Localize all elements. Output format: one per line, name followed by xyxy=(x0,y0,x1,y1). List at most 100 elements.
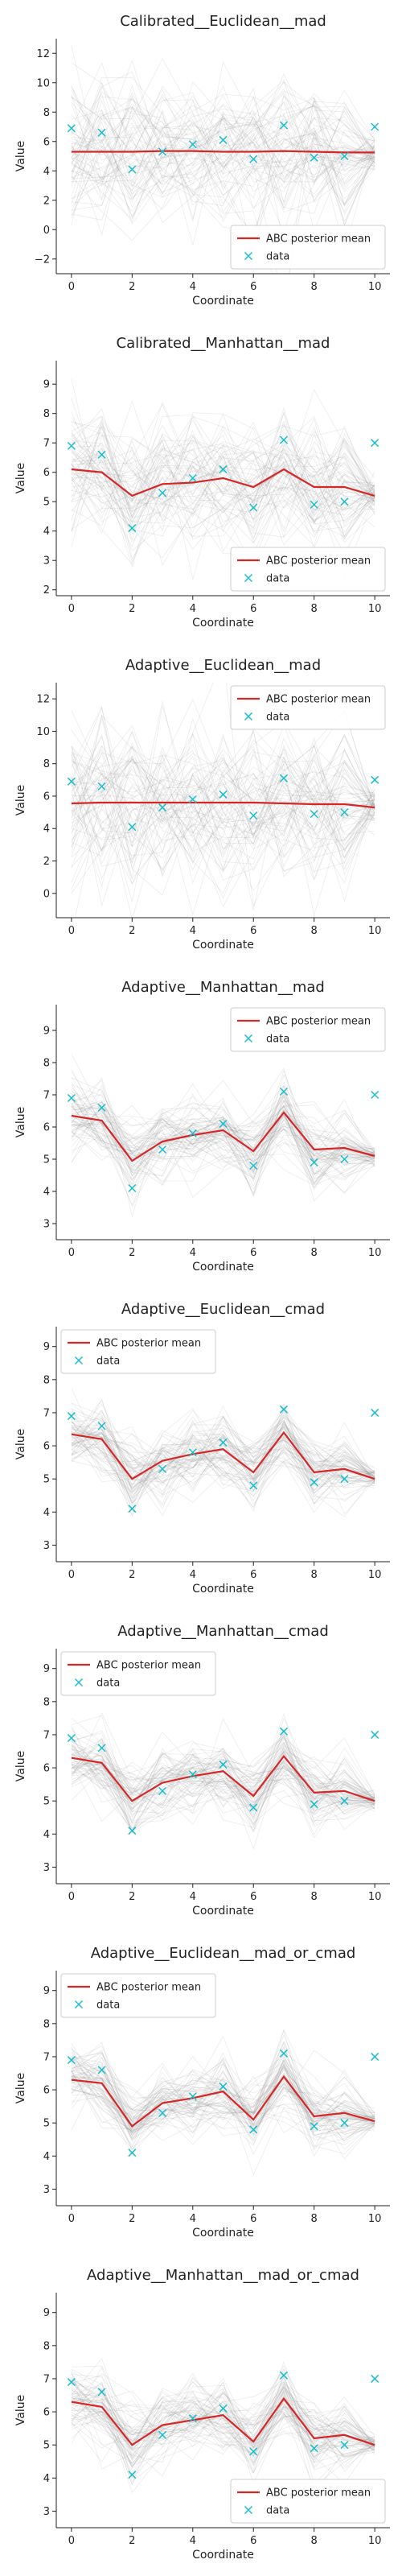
data-point-marker xyxy=(188,1129,197,1138)
simulation-trace xyxy=(71,1426,375,1495)
simulation-trace xyxy=(71,1402,375,1501)
data-point-marker xyxy=(219,1438,228,1447)
simulation-trace xyxy=(71,2059,375,2150)
simulation-trace xyxy=(71,2381,375,2468)
simulation-trace xyxy=(71,1757,375,1797)
data-point-marker xyxy=(97,1103,106,1113)
simulation-trace xyxy=(71,749,375,825)
y-tick-label: 9 xyxy=(43,1985,50,1997)
simulation-trace xyxy=(71,729,375,902)
data-point-marker xyxy=(310,1158,318,1167)
x-tick-label: 4 xyxy=(190,1891,196,1903)
simulation-trace xyxy=(71,2050,375,2155)
simulation-trace xyxy=(71,444,375,535)
x-tick-label: 0 xyxy=(68,1247,75,1259)
legend-swatch-data xyxy=(74,1678,84,1687)
simulation-traces xyxy=(71,2357,375,2496)
posterior-mean-line xyxy=(71,1754,375,1802)
x-tick-label: 6 xyxy=(250,2535,256,2547)
simulation-trace xyxy=(71,118,375,208)
chart-title: Calibrated__Manhattan__mad xyxy=(117,335,330,352)
y-tick-label: 0 xyxy=(43,888,50,900)
simulation-trace xyxy=(71,759,375,886)
data-point-marker xyxy=(158,1464,167,1473)
simulation-trace xyxy=(71,709,375,865)
simulation-trace xyxy=(71,2382,375,2448)
simulation-trace xyxy=(71,1742,375,1822)
legend-label-mean: ABC posterior mean xyxy=(266,233,371,246)
simulation-trace xyxy=(71,439,375,524)
simulation-trace xyxy=(71,705,375,878)
data-point-marker xyxy=(340,1797,349,1806)
simulation-trace xyxy=(71,2386,375,2484)
x-tick-label: 4 xyxy=(190,281,196,293)
simulation-trace xyxy=(71,1117,375,1152)
simulation-trace xyxy=(71,735,375,885)
simulation-trace xyxy=(71,1737,375,1827)
simulation-trace xyxy=(71,419,375,577)
legend-swatch-data xyxy=(74,1356,84,1365)
simulation-trace xyxy=(71,1090,375,1164)
data-point-marker xyxy=(158,1145,167,1154)
simulation-trace xyxy=(71,1113,375,1181)
simulation-trace xyxy=(71,774,375,890)
simulation-trace xyxy=(71,1080,375,1218)
y-tick-label: 6 xyxy=(43,1441,50,1453)
simulation-trace xyxy=(71,109,375,200)
data-point-marker xyxy=(249,811,258,820)
simulation-trace xyxy=(71,753,375,885)
simulation-trace xyxy=(71,2058,375,2147)
simulation-trace xyxy=(71,88,375,225)
data-point-marker xyxy=(340,1475,349,1484)
data-point-marker xyxy=(279,1727,288,1736)
simulation-trace xyxy=(71,1107,375,1197)
simulation-trace xyxy=(71,2364,375,2450)
simulation-trace xyxy=(71,1761,375,1804)
simulation-trace xyxy=(71,1410,375,1496)
simulation-trace xyxy=(71,2072,375,2143)
simulation-trace xyxy=(71,81,375,237)
x-tick-label: 8 xyxy=(311,1891,318,1903)
data-point-marker xyxy=(310,1478,318,1487)
simulation-trace xyxy=(71,683,375,907)
simulation-trace xyxy=(71,98,375,205)
simulation-trace xyxy=(71,2076,375,2133)
x-tick-label: 2 xyxy=(129,1891,135,1903)
x-tick-label: 4 xyxy=(190,1247,196,1259)
simulation-trace xyxy=(71,1090,375,1180)
simulation-trace xyxy=(71,753,375,857)
y-tick-label: 12 xyxy=(36,48,50,60)
simulation-trace xyxy=(71,1718,375,1814)
simulation-trace xyxy=(71,2056,375,2130)
simulation-trace xyxy=(71,450,375,537)
simulation-trace xyxy=(71,1117,375,1183)
simulation-trace xyxy=(71,1738,375,1809)
x-tick-label: 0 xyxy=(68,925,75,937)
data-point-marker xyxy=(97,128,106,137)
simulation-trace xyxy=(71,1094,375,1187)
legend: ABC posterior mean data xyxy=(230,547,386,592)
simulation-trace xyxy=(71,415,375,521)
simulation-traces xyxy=(71,378,375,580)
simulation-trace xyxy=(71,84,375,200)
data-point-marker xyxy=(67,1734,76,1743)
simulation-trace xyxy=(71,2374,375,2465)
simulation-trace xyxy=(71,1728,375,1828)
simulation-trace xyxy=(71,463,375,512)
simulation-trace xyxy=(71,2357,375,2450)
posterior-mean-line xyxy=(71,801,375,809)
simulation-trace xyxy=(71,2381,375,2482)
simulation-trace xyxy=(71,1419,375,1486)
simulation-trace xyxy=(71,45,375,196)
legend-swatch-data xyxy=(244,712,253,721)
simulation-trace xyxy=(71,424,375,502)
simulation-trace xyxy=(71,1732,375,1814)
data-point-marker xyxy=(188,140,197,149)
x-tick-label: 6 xyxy=(250,1569,256,1581)
legend-label-mean: ABC posterior mean xyxy=(266,555,371,568)
simulation-trace xyxy=(71,2392,375,2464)
x-tick-label: 8 xyxy=(311,1569,318,1581)
simulation-trace xyxy=(71,415,375,560)
simulation-trace xyxy=(71,784,375,856)
simulation-trace xyxy=(71,714,375,854)
